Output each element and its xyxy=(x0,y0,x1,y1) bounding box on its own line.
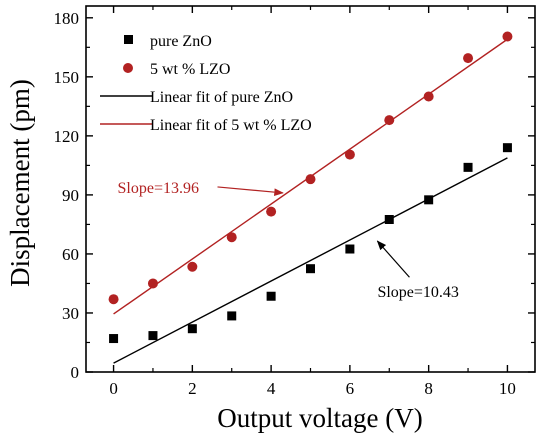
data-point-square xyxy=(345,244,355,254)
slope-annotation: Slope=10.43 xyxy=(377,284,458,301)
data-point-circle xyxy=(384,115,395,126)
data-point-circle xyxy=(187,261,198,272)
y-axis-title: Displacement (pm) xyxy=(5,79,35,287)
y-tick-label: 150 xyxy=(54,68,80,87)
data-point-square xyxy=(463,162,473,172)
legend-label: pure ZnO xyxy=(150,33,212,50)
legend-label: Linear fit of pure ZnO xyxy=(150,89,293,106)
x-tick-label: 8 xyxy=(424,379,433,398)
data-point-square xyxy=(424,195,434,205)
data-point-square xyxy=(306,264,315,274)
data-point-circle xyxy=(423,91,434,102)
y-tick-label: 120 xyxy=(54,127,80,146)
annotation-arrow xyxy=(217,186,284,196)
plot-area: 0 2 4 6 8 10 0 30 60 90 120 150 180 Slope=13.96 Slope=… xyxy=(54,5,536,398)
data-point-square xyxy=(502,143,512,153)
legend-label: Linear fit of 5 wt % LZO xyxy=(150,117,312,134)
y-tick-label: 180 xyxy=(54,9,80,28)
legend-marker-square xyxy=(124,35,133,44)
legend-label: 5 wt % LZO xyxy=(150,61,230,78)
x-tick-label: 6 xyxy=(346,379,355,398)
data-point-circle xyxy=(502,31,513,42)
fit-line xyxy=(113,157,508,364)
data-point-square xyxy=(227,311,237,321)
y-tick-label: 90 xyxy=(62,186,79,205)
data-point-square xyxy=(109,334,119,344)
x-axis-title: Output voltage (V) xyxy=(217,403,422,433)
data-point-circle xyxy=(463,53,474,64)
data-point-square xyxy=(266,291,276,301)
y-tick-label: 60 xyxy=(62,245,79,264)
data-point-circle xyxy=(226,232,237,243)
data-point-circle xyxy=(305,174,316,185)
slope-annotation: Slope=13.96 xyxy=(118,180,199,197)
data-point-square xyxy=(384,215,394,224)
x-tick-label: 0 xyxy=(109,379,118,398)
y-tick-label: 30 xyxy=(62,304,79,323)
data-point-circle xyxy=(344,149,355,160)
annotation-arrow xyxy=(376,240,410,278)
x-tick-label: 4 xyxy=(267,379,276,398)
data-point-circle xyxy=(266,206,277,217)
data-point-square xyxy=(187,324,197,334)
data-point-square xyxy=(148,331,158,341)
legend-marker-circle xyxy=(123,63,133,73)
legend: pure ZnO 5 wt % LZO Linear fit of pure ZnO… xyxy=(100,33,312,134)
x-tick-label: 2 xyxy=(188,379,197,398)
x-tick-label: 10 xyxy=(499,379,516,398)
data-point-circle xyxy=(108,294,119,305)
data-point-circle xyxy=(147,278,158,289)
y-tick-label: 0 xyxy=(71,363,80,382)
